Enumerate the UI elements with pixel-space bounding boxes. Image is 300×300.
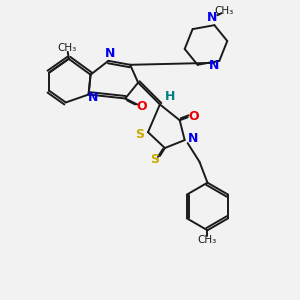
Text: N: N (188, 132, 198, 145)
Text: N: N (207, 11, 218, 24)
Text: H: H (165, 90, 175, 103)
Text: O: O (137, 100, 147, 113)
Text: CH₃: CH₃ (57, 43, 76, 53)
Text: N: N (88, 91, 99, 104)
Text: N: N (105, 47, 116, 60)
Text: CH₃: CH₃ (215, 6, 234, 16)
Text: N: N (209, 59, 220, 72)
Text: S: S (151, 153, 160, 167)
Text: S: S (136, 128, 145, 141)
Text: CH₃: CH₃ (198, 235, 217, 245)
Text: O: O (188, 110, 199, 123)
